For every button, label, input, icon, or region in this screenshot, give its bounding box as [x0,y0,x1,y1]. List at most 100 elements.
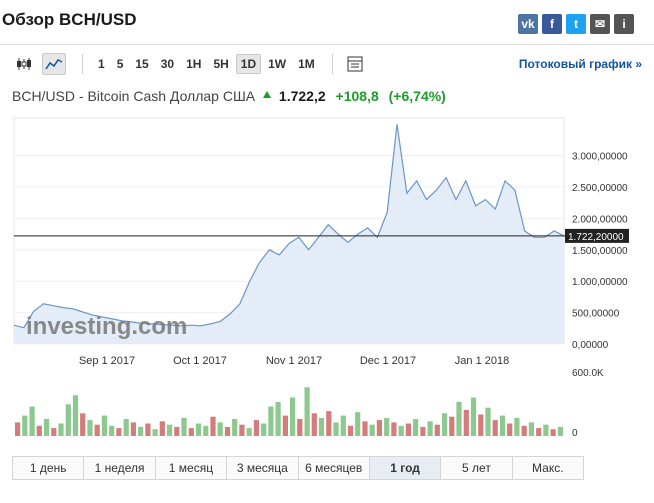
interval-5h[interactable]: 5H [213,57,229,71]
volume-bar [391,422,397,436]
info-button[interactable]: i [614,14,634,34]
volume-bar [217,422,223,436]
volume-bar [514,417,520,436]
stream-chart-link[interactable]: Потоковый график » [518,57,642,71]
volume-bar [485,407,491,436]
volume-bar [58,423,64,436]
volume-bar [499,415,506,436]
volume-bar [246,428,252,436]
x-tick-label: Dec 1 2017 [360,355,416,367]
y-tick-label: 500,00000 [572,309,620,320]
volume-bar [478,414,484,436]
y-tick-label: 1.000,00000 [572,277,628,288]
volume-bar [159,421,165,436]
volume-bar [521,425,527,436]
volume-bar [101,415,107,436]
y-tick-label: 1.500,00000 [572,246,628,257]
candlestick-icon[interactable] [12,53,36,75]
chart-toolbar: 1 5 15 30 1H 5H 1D 1W 1M [12,53,642,75]
volume-bar [550,429,556,436]
volume-bar [427,421,433,436]
volume-bar [152,429,158,436]
last-price: 1.722,2 [278,88,326,104]
volume-bar [275,402,281,436]
price-area [14,124,564,344]
volume-bar [492,420,498,436]
range-button[interactable]: 1 неделя [84,457,156,479]
facebook-button[interactable]: f [542,14,562,34]
volume-bar [253,420,259,436]
interval-buttons: 1 5 15 30 1H 5H 1D 1W 1M [93,54,322,74]
twitter-button[interactable]: t [566,14,586,34]
volume-axis-label: 0 [572,428,578,439]
volume-bar [167,424,173,436]
vk-button[interactable]: vk [518,14,538,34]
price-change: +108,8 [335,88,379,104]
area-chart-icon[interactable] [42,53,66,75]
interval-1d[interactable]: 1D [235,54,262,74]
range-button[interactable]: 3 месяца [227,457,299,479]
instrument-name: BCH/USD - Bitcoin Cash Доллар США [12,88,256,104]
current-price-label: 1.722,20000 [568,232,624,243]
x-tick-label: Nov 1 2017 [266,355,322,367]
volume-bar [463,409,469,436]
interval-5[interactable]: 5 [116,57,124,71]
current-price-badge [565,228,629,243]
volume-bar [434,424,440,436]
volume-bar [413,419,419,436]
volume-bar [65,404,71,436]
volume-bar [195,423,202,436]
email-button[interactable]: ✉ [590,14,610,34]
volume-bar [123,419,129,436]
interval-30[interactable]: 30 [160,57,175,71]
volume-bar [362,421,368,436]
volume-bar [29,406,35,436]
volume-bar [210,416,216,436]
interval-15[interactable]: 15 [135,57,149,71]
volume-bar [268,406,274,436]
interval-1h[interactable]: 1H [186,57,202,71]
volume-bar [470,397,477,436]
quote-line: BCH/USD - Bitcoin Cash Доллар США 1.722,… [12,88,446,104]
volume-bar [340,415,346,436]
interval-1[interactable]: 1 [98,57,105,71]
volume-bar [347,425,354,436]
volume-bar [22,415,28,436]
range-button[interactable]: 1 день [13,457,85,479]
volume-bar [442,413,448,436]
x-tick-label: Sep 1 2017 [79,355,135,367]
price-chart[interactable]: 3.000,00000 2.500,00000 2.000,00000 1.500,0… [0,110,654,445]
volume-bar [398,425,404,436]
volume-bar [130,422,136,436]
volume-bar [326,411,332,436]
volume-bar [138,426,144,436]
volume-bar [15,422,21,436]
interval-1m[interactable]: 1M [298,57,315,71]
volume-bar [318,417,325,436]
y-tick-label: 2.500,00000 [572,183,628,194]
volume-bar [449,416,455,436]
volume-axis-label: 600.0K [572,368,604,379]
range-button[interactable]: 6 месяцев [298,457,370,479]
volume-bar [282,415,288,436]
range-button[interactable]: 1 год [369,457,442,479]
volume-bar [181,417,187,436]
volume-bar [543,424,549,436]
volume-bar [369,424,375,436]
y-tick-label: 3.000,00000 [572,152,628,163]
range-button[interactable]: 1 месяц [155,457,228,479]
volume-bar [94,424,100,436]
interval-1w[interactable]: 1W [268,57,287,71]
volume-bar [51,428,57,436]
x-tick-label: Jan 1 2018 [455,355,509,367]
range-button[interactable]: 5 лет [441,457,513,479]
volume-bar [109,425,115,436]
volume-bar [72,395,79,436]
volume-bar [43,419,50,436]
range-button[interactable]: Макс. [512,457,583,479]
table-icon[interactable] [343,53,367,75]
volume-bar [290,397,296,436]
volume-bar [232,419,238,436]
volume-bar [507,423,513,436]
volume-bar [384,417,390,436]
